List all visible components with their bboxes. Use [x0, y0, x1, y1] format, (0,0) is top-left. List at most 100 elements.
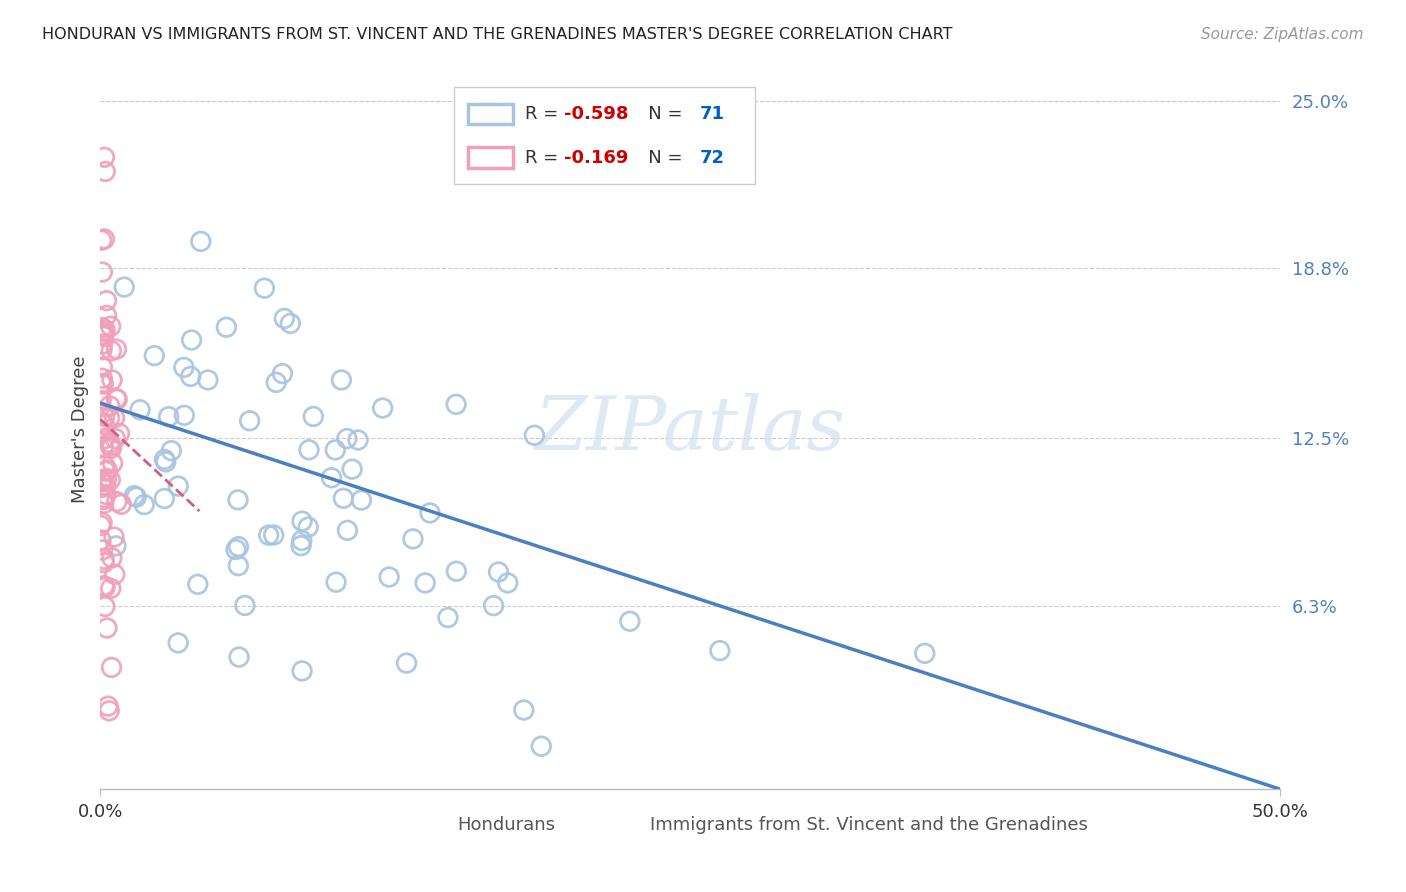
Point — [96, 293, 118, 308]
Point — [378, 570, 401, 584]
Point — [91, 480, 114, 494]
Text: Source: ZipAtlas.com: Source: ZipAtlas.com — [1201, 27, 1364, 42]
Point — [98, 473, 121, 487]
Point — [90, 533, 112, 547]
Point — [325, 575, 347, 590]
Point — [523, 428, 546, 442]
Point — [93, 329, 115, 343]
Point — [93, 418, 115, 433]
Point — [91, 406, 114, 420]
Point — [291, 533, 314, 548]
Point — [347, 433, 370, 447]
Text: R =: R = — [524, 149, 564, 167]
Point — [336, 524, 359, 538]
Point — [419, 506, 441, 520]
Point — [395, 656, 418, 670]
Point — [91, 473, 114, 487]
Point — [96, 463, 118, 477]
Point — [330, 373, 353, 387]
Point — [153, 452, 176, 467]
Point — [108, 426, 131, 441]
Text: N =: N = — [631, 149, 689, 167]
Point — [90, 474, 112, 488]
Point — [91, 343, 114, 357]
Point — [90, 376, 112, 391]
Point — [297, 520, 319, 534]
Point — [91, 516, 114, 530]
Point — [103, 530, 125, 544]
Point — [91, 360, 114, 375]
Point — [98, 704, 121, 718]
Point — [93, 325, 115, 339]
Point — [167, 479, 190, 493]
Point — [437, 610, 460, 624]
Point — [153, 491, 176, 506]
Point — [91, 492, 114, 507]
Point — [104, 539, 127, 553]
Point — [91, 440, 114, 454]
Point — [103, 410, 125, 425]
Point — [98, 411, 121, 425]
Point — [444, 397, 467, 411]
Text: Hondurans: Hondurans — [458, 816, 555, 834]
Point — [93, 556, 115, 570]
Point — [619, 614, 641, 628]
Point — [100, 660, 122, 674]
Text: ZIPatlas: ZIPatlas — [534, 392, 845, 465]
Point — [101, 456, 124, 470]
Point — [93, 409, 115, 424]
Point — [100, 319, 122, 334]
Point — [160, 443, 183, 458]
Point — [228, 650, 250, 665]
Point — [228, 540, 250, 554]
Point — [263, 528, 285, 542]
Point — [226, 492, 249, 507]
Point — [91, 543, 114, 558]
Point — [93, 491, 115, 505]
Point — [173, 360, 195, 375]
Point — [173, 409, 195, 423]
Point — [94, 599, 117, 614]
Point — [94, 164, 117, 178]
Text: 71: 71 — [700, 104, 724, 123]
Point — [105, 392, 128, 406]
Text: R =: R = — [524, 104, 564, 123]
Text: -0.598: -0.598 — [564, 104, 628, 123]
Point — [302, 409, 325, 424]
Text: HONDURAN VS IMMIGRANTS FROM ST. VINCENT AND THE GRENADINES MASTER'S DEGREE CORRE: HONDURAN VS IMMIGRANTS FROM ST. VINCENT … — [42, 27, 953, 42]
Point — [413, 576, 436, 591]
Point — [129, 402, 152, 417]
Point — [134, 498, 156, 512]
Point — [105, 392, 128, 407]
Point — [157, 409, 180, 424]
Point — [332, 491, 354, 506]
Point — [91, 265, 114, 279]
Point — [273, 311, 295, 326]
Point — [323, 442, 346, 457]
Text: 72: 72 — [700, 149, 724, 167]
Point — [488, 565, 510, 579]
Point — [100, 439, 122, 453]
Point — [225, 542, 247, 557]
Point — [97, 699, 120, 714]
Point — [264, 376, 287, 390]
Text: Immigrants from St. Vincent and the Grenadines: Immigrants from St. Vincent and the Gren… — [650, 816, 1088, 834]
Point — [239, 414, 262, 428]
Text: -0.169: -0.169 — [564, 149, 628, 167]
Point — [94, 478, 117, 492]
Point — [513, 703, 536, 717]
Point — [371, 401, 394, 415]
Point — [253, 281, 276, 295]
Point — [100, 582, 122, 596]
Point — [167, 636, 190, 650]
Point — [98, 399, 121, 413]
Point — [340, 462, 363, 476]
Point — [496, 575, 519, 590]
Point — [93, 432, 115, 446]
Point — [93, 496, 115, 510]
Point — [290, 539, 312, 553]
Point — [94, 487, 117, 501]
Point — [228, 558, 250, 573]
Point — [298, 442, 321, 457]
Point — [110, 497, 132, 511]
